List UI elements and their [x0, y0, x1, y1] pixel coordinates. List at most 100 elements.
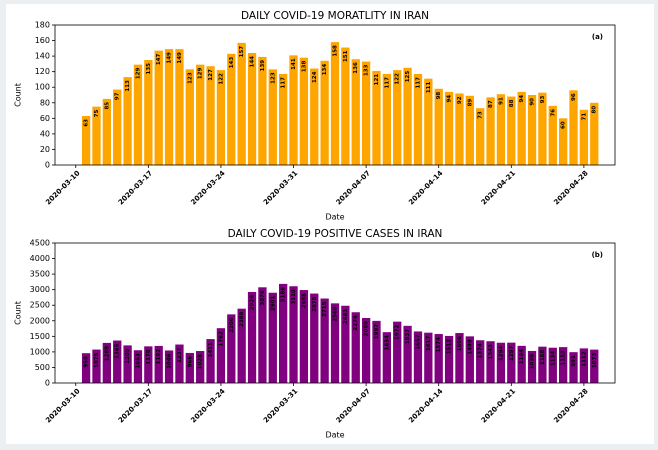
- bar: [434, 334, 443, 383]
- value-label: 136: [353, 62, 359, 74]
- value-label: 94: [519, 95, 525, 103]
- y-tick-label: 1000: [30, 347, 50, 356]
- value-label: 1153: [561, 350, 567, 365]
- bar: [289, 55, 298, 166]
- bar: [247, 291, 257, 383]
- bar: [341, 305, 350, 383]
- bar: [538, 92, 547, 165]
- bar: [569, 352, 578, 383]
- bar: [196, 351, 205, 383]
- x-tick-label: 2020-04-28: [552, 387, 589, 424]
- bar: [372, 70, 381, 165]
- bar: [330, 42, 340, 165]
- value-label: 1028: [198, 354, 204, 369]
- bar: [579, 109, 589, 165]
- bar: [227, 314, 236, 383]
- bar: [320, 298, 329, 383]
- value-label: 1030: [530, 354, 536, 369]
- value-label: 1837: [405, 329, 411, 344]
- bar: [341, 47, 350, 165]
- value-label: 90: [530, 98, 536, 106]
- x-tick-label: 2020-03-10: [44, 169, 81, 206]
- bar: [361, 318, 371, 383]
- x-tick-label: 2020-04-21: [480, 169, 517, 206]
- value-label: 2875: [312, 296, 318, 311]
- value-label: 117: [281, 77, 287, 89]
- bar: [216, 328, 226, 383]
- value-label: 2926: [250, 295, 256, 310]
- value-label: 3186: [281, 287, 287, 302]
- y-tick-label: 3000: [30, 285, 50, 294]
- value-label: 1762: [218, 331, 224, 346]
- y-tick-label: 20: [40, 145, 50, 154]
- value-label: 2089: [364, 321, 370, 336]
- value-label: 1075: [94, 352, 100, 367]
- bar: [279, 74, 288, 165]
- value-label: 92: [457, 96, 463, 104]
- y-tick-label: 2000: [30, 316, 50, 325]
- y-tick-label: 3500: [30, 270, 50, 279]
- value-label: 89: [467, 99, 473, 107]
- value-label: 129: [135, 67, 141, 79]
- chart-title: DAILY COVID-19 MORATLITY IN IRAN: [241, 10, 429, 22]
- bar: [486, 341, 495, 383]
- y-tick-label: 80: [40, 98, 50, 107]
- value-label: 2483: [343, 309, 349, 324]
- value-label: 1512: [447, 339, 453, 354]
- value-label: 122: [395, 73, 401, 85]
- value-label: 149: [167, 52, 173, 64]
- bar: [496, 94, 506, 165]
- x-tick-label: 2020-04-28: [552, 169, 589, 206]
- bar: [403, 67, 412, 165]
- y-axis-label: Count: [14, 301, 23, 325]
- bar: [175, 49, 184, 165]
- bar: [424, 332, 433, 383]
- value-label: 123: [187, 72, 193, 84]
- value-label: 1192: [156, 349, 162, 364]
- value-label: 88: [509, 99, 515, 107]
- x-axis-label: Date: [325, 431, 344, 440]
- bar: [590, 102, 599, 165]
- value-label: 98: [436, 92, 442, 100]
- bar: [237, 42, 246, 166]
- bar: [133, 350, 143, 383]
- bar: [382, 74, 391, 165]
- bar: [403, 325, 412, 383]
- value-label: 1499: [467, 339, 473, 354]
- bar: [476, 108, 485, 165]
- bar: [444, 91, 454, 165]
- value-label: 966: [187, 356, 193, 368]
- y-tick-label: 160: [35, 36, 50, 45]
- bar: [424, 78, 433, 165]
- value-label: 87: [488, 100, 494, 108]
- value-label: 121: [374, 74, 380, 86]
- value-label: 139: [260, 60, 266, 72]
- value-label: 147: [156, 53, 162, 65]
- chart: DAILY COVID-19 MORATLITY IN IRAN 63 75 85 97…: [6, 4, 654, 444]
- bar: [164, 49, 174, 165]
- bar: [123, 77, 132, 165]
- bar: [393, 70, 402, 165]
- value-label: 127: [208, 69, 214, 81]
- bar: [507, 342, 516, 383]
- x-tick-label: 2020-04-07: [335, 169, 372, 206]
- bar: [258, 56, 267, 166]
- bar: [351, 312, 360, 383]
- value-label: 125: [405, 71, 411, 83]
- bar: [133, 64, 143, 165]
- x-tick-label: 2020-03-17: [117, 169, 154, 206]
- value-label: 1168: [540, 349, 546, 364]
- bar: [320, 60, 329, 165]
- value-label: 3076: [260, 290, 266, 305]
- bar: [154, 50, 163, 165]
- bar: [548, 105, 557, 165]
- bar: [113, 340, 122, 383]
- value-label: 129: [198, 67, 204, 79]
- bar: [486, 97, 495, 165]
- x-axis-label: Date: [325, 213, 344, 222]
- value-label: 133: [364, 64, 370, 76]
- bar: [247, 53, 257, 165]
- bar: [227, 53, 236, 165]
- bar: [144, 60, 153, 165]
- value-label: 1606: [457, 336, 463, 351]
